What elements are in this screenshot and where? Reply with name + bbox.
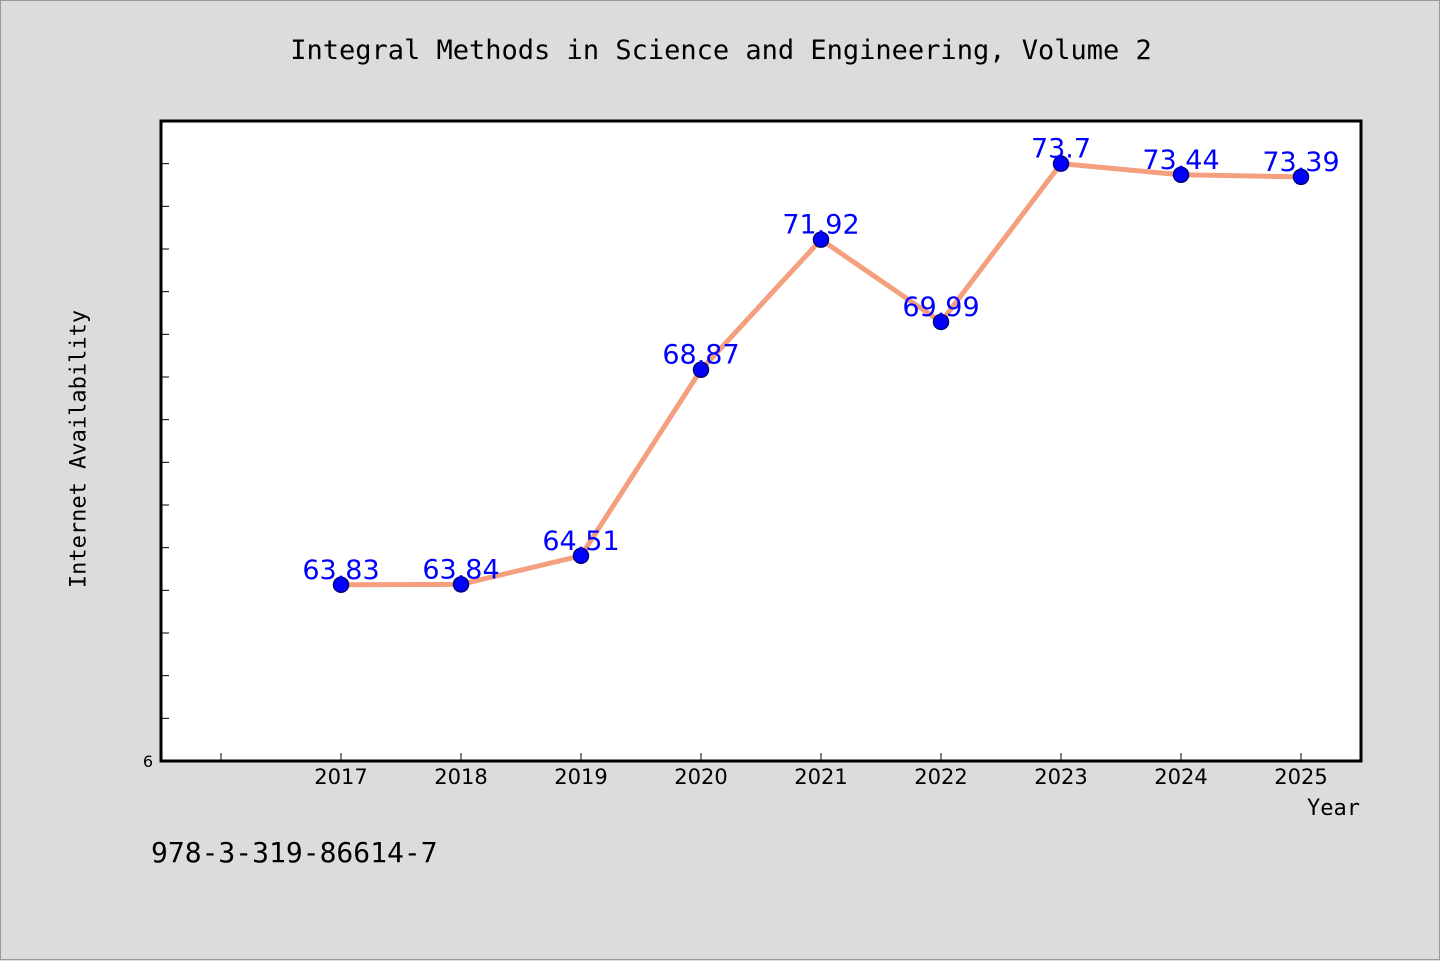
x-tick-label: 2018 <box>434 765 487 789</box>
data-label: 63.84 <box>422 554 499 585</box>
data-point <box>1292 168 1310 186</box>
isbn-label: 978-3-319-86614-7 <box>151 836 438 869</box>
x-tick-label: 2019 <box>554 765 607 789</box>
data-label: 73.39 <box>1262 147 1339 178</box>
x-tick-label: 2020 <box>674 765 727 789</box>
data-label: 68.87 <box>662 340 739 371</box>
chart-title: Integral Methods in Science and Engineer… <box>290 35 1152 66</box>
data-point <box>812 231 830 248</box>
data-point <box>572 547 590 565</box>
data-label: 71.92 <box>782 210 859 241</box>
y-tick-label: 6 <box>143 752 153 771</box>
x-tick-label: 2023 <box>1034 765 1087 789</box>
data-point <box>1052 155 1070 172</box>
x-tick-label: 2025 <box>1274 765 1327 789</box>
x-tick-label: 2024 <box>1154 765 1207 789</box>
x-tick-label: 2017 <box>314 765 367 789</box>
data-label: 64.51 <box>542 526 619 557</box>
data-label: 63.83 <box>302 555 379 586</box>
data-label: 69.99 <box>902 292 979 323</box>
data-point <box>932 313 950 331</box>
data-label: 73.7 <box>1031 134 1091 165</box>
x-tick-label: 2021 <box>794 765 847 789</box>
data-point <box>332 576 350 594</box>
data-point <box>692 361 710 378</box>
plot-frame <box>159 119 1363 763</box>
data-point <box>1172 166 1190 184</box>
x-tick-label: 2022 <box>914 765 967 789</box>
data-label: 73.44 <box>1142 145 1219 176</box>
x-axis-title: Year <box>1307 796 1360 821</box>
data-point <box>452 576 470 593</box>
